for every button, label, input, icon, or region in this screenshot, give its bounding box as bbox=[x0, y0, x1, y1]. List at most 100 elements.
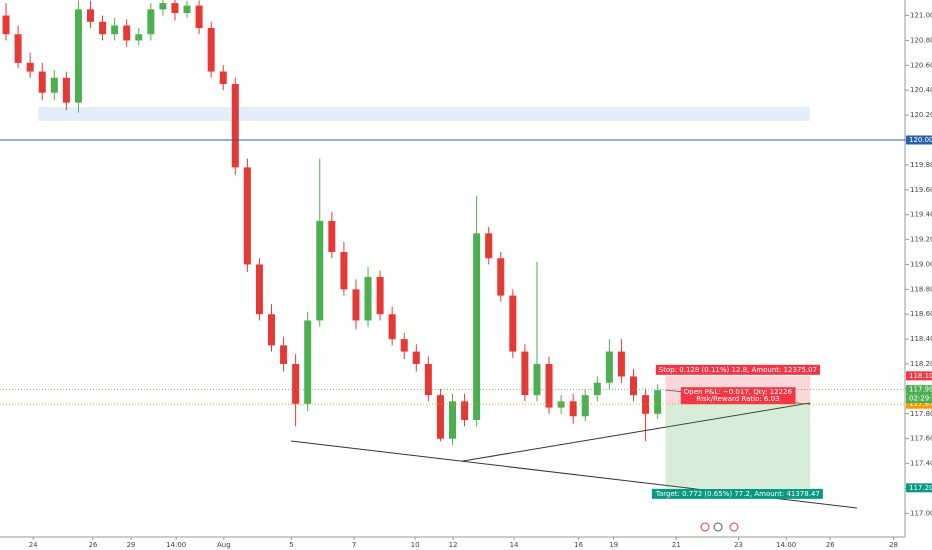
x-tick-label: 24 bbox=[29, 541, 38, 549]
candle-body bbox=[400, 339, 408, 352]
candle-body bbox=[99, 21, 107, 35]
candle-body bbox=[207, 28, 215, 72]
stop-label: Stop: 0.128 (0.11%) 12.8, Amount: 12375.… bbox=[659, 366, 817, 374]
candle-body bbox=[352, 289, 360, 321]
candle-body bbox=[654, 390, 662, 414]
candle-body bbox=[376, 276, 384, 315]
price-label-box bbox=[906, 399, 932, 409]
x-tick-label: 26 bbox=[88, 541, 97, 549]
candle-body bbox=[292, 364, 300, 404]
candle-body bbox=[171, 3, 179, 14]
replay-icons[interactable] bbox=[700, 522, 739, 532]
candle-body bbox=[473, 233, 481, 421]
x-tick-label: 7 bbox=[352, 541, 356, 549]
x-tick-label: 14:00 bbox=[166, 541, 186, 549]
countdown: 02:29:19 bbox=[909, 395, 932, 403]
y-tick-label: 118.800 bbox=[910, 285, 932, 293]
candle-body bbox=[630, 376, 637, 396]
candle-body bbox=[243, 167, 251, 265]
candle-body bbox=[135, 34, 143, 41]
candle-body bbox=[545, 364, 553, 408]
candle-body bbox=[2, 15, 10, 35]
y-tick-label: 119.200 bbox=[910, 236, 932, 244]
candle-body bbox=[304, 320, 312, 404]
candle-body bbox=[111, 25, 119, 35]
y-tick-label: 119.600 bbox=[910, 186, 932, 194]
candle-body bbox=[219, 71, 227, 85]
x-tick-label: 12 bbox=[449, 541, 458, 549]
candle-body bbox=[485, 233, 493, 259]
candle-body bbox=[328, 220, 336, 253]
target-zone bbox=[665, 404, 811, 488]
candle-body bbox=[159, 3, 167, 10]
price-label-box bbox=[906, 483, 932, 493]
zone bbox=[38, 107, 810, 121]
y-tick-label: 120.600 bbox=[910, 61, 932, 69]
price-label: 120.000 bbox=[909, 136, 932, 144]
stop-label-box bbox=[655, 364, 820, 375]
candle-body bbox=[26, 62, 34, 72]
price-label: 117.994 bbox=[909, 386, 932, 394]
x-tick-label: 29 bbox=[126, 541, 135, 549]
candle-body bbox=[509, 295, 517, 352]
candle-body bbox=[569, 401, 577, 417]
candle-body bbox=[123, 25, 131, 41]
x-tick-label: 21 bbox=[672, 541, 681, 549]
candle-body bbox=[183, 5, 191, 14]
y-tick-label: 117.800 bbox=[910, 410, 932, 418]
y-tick-label: 119.800 bbox=[910, 161, 932, 169]
ratio-label: Risk/Reward Ratio: 6.03 bbox=[696, 395, 779, 403]
icon[interactable] bbox=[713, 522, 723, 532]
y-tick-label: 120.800 bbox=[910, 36, 932, 44]
pnl-box bbox=[680, 387, 796, 405]
x-tick-label: 26 bbox=[826, 541, 835, 549]
target-label: Target: 0.772 (0.65%) 77.2, Amount: 4137… bbox=[655, 490, 820, 498]
x-tick-label: 14 bbox=[510, 541, 519, 549]
y-tick-label: 117.600 bbox=[910, 435, 932, 443]
y-tick-label: 120.400 bbox=[910, 86, 932, 94]
target-label-box bbox=[651, 488, 823, 499]
candle-body bbox=[50, 77, 58, 93]
candle-body bbox=[280, 345, 288, 365]
x-tick-label: Aug bbox=[217, 541, 231, 549]
pnl-label: Open P&L: −0.017, Qty: 12226 bbox=[684, 388, 793, 396]
candle-body bbox=[461, 401, 469, 421]
candle-body bbox=[255, 264, 263, 315]
price-label-box bbox=[906, 371, 932, 381]
y-tick-label: 121.000 bbox=[910, 12, 932, 20]
candle-body bbox=[436, 395, 444, 439]
y-tick-label: 117.000 bbox=[910, 509, 932, 517]
x-tick-label: 19 bbox=[609, 541, 618, 549]
candle-body bbox=[316, 220, 324, 321]
countdown-box bbox=[906, 394, 932, 404]
trendline bbox=[462, 402, 811, 462]
price-label-box bbox=[906, 385, 932, 395]
y-tick-label: 119.400 bbox=[910, 211, 932, 219]
candle-body bbox=[521, 351, 529, 396]
candle-body bbox=[449, 401, 456, 439]
candle-body bbox=[87, 9, 94, 22]
icon[interactable] bbox=[729, 522, 739, 532]
candle-body bbox=[581, 395, 589, 417]
candle-body bbox=[617, 351, 625, 377]
price-label: 118.105 bbox=[909, 372, 932, 380]
y-tick-label: 117.400 bbox=[910, 460, 932, 468]
candle-body bbox=[593, 382, 601, 396]
price-label: 117.205 bbox=[909, 484, 932, 492]
price-label-box bbox=[906, 135, 932, 145]
icon[interactable] bbox=[700, 522, 710, 532]
candle-body bbox=[62, 77, 70, 103]
candle-body bbox=[412, 351, 420, 365]
x-tick-label: 14:00 bbox=[776, 541, 796, 549]
candle-body bbox=[74, 9, 82, 103]
candle-body bbox=[424, 364, 432, 396]
x-tick-label: 10 bbox=[411, 541, 420, 549]
candle-body bbox=[268, 314, 275, 346]
price-label: 117.877 bbox=[909, 400, 932, 408]
candle-body bbox=[147, 9, 155, 35]
x-tick-label: 23 bbox=[734, 541, 743, 549]
candle-body bbox=[497, 258, 505, 296]
x-tick-label: 16 bbox=[574, 541, 583, 549]
